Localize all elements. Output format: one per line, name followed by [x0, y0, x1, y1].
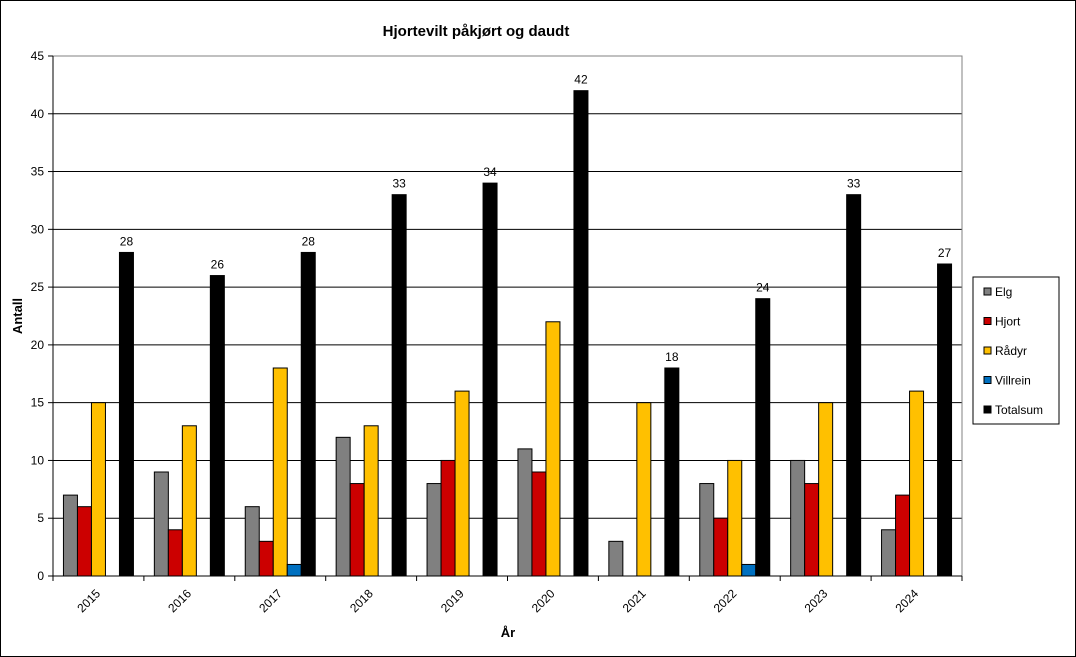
bar-totalsum-2015: [118, 251, 134, 577]
bars: [62, 90, 953, 577]
legend-label-hjort: Hjort: [995, 315, 1021, 329]
bar-elg-2022: [699, 483, 715, 577]
y-tick-labels: 0 5 10 15 20 25 30 35 40 45: [31, 49, 45, 583]
bar-hjort-2019: [440, 459, 456, 577]
data-labels: 28 26 28 33 34 42 18 24 33 27: [120, 73, 952, 364]
bar-totalsum-2018: [391, 194, 407, 577]
legend-swatch-hjort: [983, 317, 992, 325]
bar-hjort-2015: [76, 506, 92, 577]
data-label-2017: 28: [302, 234, 316, 248]
bar-totalsum-2021: [664, 367, 680, 577]
y-tick-label: 10: [31, 453, 45, 467]
y-tick-label: 5: [37, 511, 44, 525]
x-tick-label: 2019: [438, 586, 467, 615]
x-tick-label: 2023: [802, 586, 831, 615]
bar-hjort-2020: [531, 471, 547, 577]
x-tick-label: 2022: [711, 586, 740, 615]
legend-swatch-totalsum: [983, 405, 992, 414]
bar-rådyr-2022: [727, 459, 743, 577]
bar-rådyr-2023: [818, 402, 834, 577]
x-tick-label: 2018: [347, 586, 376, 615]
bar-hjort-2022: [713, 517, 729, 577]
bar-rådyr-2016: [181, 425, 197, 577]
y-tick-label: 15: [31, 396, 45, 410]
bar-totalsum-2023: [846, 194, 862, 577]
legend-label-rådyr: Rådyr: [995, 344, 1027, 358]
data-label-2024: 27: [938, 246, 952, 260]
bar-elg-2024: [881, 529, 897, 577]
bar-rådyr-2018: [363, 425, 379, 577]
legend-swatch-rådyr: [983, 346, 992, 355]
x-tick-label: 2020: [529, 586, 558, 615]
bar-villrein-2022: [741, 563, 757, 577]
bar-totalsum-2020: [573, 90, 589, 577]
x-tick-label: 2016: [165, 586, 194, 615]
bar-hjort-2024: [895, 494, 911, 577]
chart-title: Hjortevilt påkjørt og daudt: [383, 23, 570, 40]
legend: Elg Hjort Rådyr Villrein Totalsum: [972, 276, 1060, 425]
bar-totalsum-2022: [755, 298, 771, 577]
x-tick-label: 2017: [256, 586, 285, 615]
x-tick-label: 2015: [74, 586, 103, 615]
axes: [48, 55, 963, 581]
bar-elg-2016: [153, 471, 169, 577]
data-label-2019: 34: [483, 165, 497, 179]
x-tick-label: 2021: [620, 586, 649, 615]
bar-hjort-2023: [804, 483, 820, 577]
bar-elg-2019: [426, 483, 442, 577]
x-tick-labels: 2015 2016 2017 2018 2019 2020 2021 2022 2023 2024: [74, 586, 921, 615]
data-label-2022: 24: [756, 281, 770, 295]
data-label-2015: 28: [120, 234, 134, 248]
bar-elg-2023: [790, 459, 806, 577]
legend-label-elg: Elg: [995, 285, 1012, 299]
bar-elg-2015: [62, 494, 78, 577]
legend-swatch-elg: [983, 287, 992, 296]
bar-elg-2021: [608, 540, 624, 577]
bar-rådyr-2020: [545, 321, 561, 577]
y-tick-label: 30: [31, 222, 45, 236]
legend-swatch-villrein: [983, 376, 992, 384]
bar-totalsum-2019: [482, 182, 498, 577]
data-label-2023: 33: [847, 177, 861, 191]
bar-rådyr-2019: [454, 390, 470, 577]
bar-hjort-2017: [258, 540, 274, 577]
y-tick-label: 45: [31, 49, 45, 63]
x-tick-label: 2024: [892, 586, 921, 615]
y-tick-label: 35: [31, 165, 45, 179]
bar-elg-2020: [517, 448, 533, 577]
bar-hjort-2018: [349, 483, 365, 577]
bar-rådyr-2017: [272, 367, 288, 577]
y-tick-label: 20: [31, 338, 45, 352]
data-label-2018: 33: [392, 177, 406, 191]
bar-elg-2017: [244, 506, 260, 577]
bar-rådyr-2015: [90, 402, 106, 577]
bar-elg-2018: [335, 436, 351, 577]
bar-totalsum-2017: [300, 251, 316, 577]
bar-totalsum-2016: [209, 275, 225, 577]
y-tick-label: 25: [31, 280, 45, 294]
bar-rådyr-2024: [909, 390, 925, 577]
bar-villrein-2017: [286, 563, 302, 577]
bar-totalsum-2024: [937, 263, 953, 577]
y-axis-label: Antall: [10, 298, 25, 334]
legend-label-totalsum: Totalsum: [995, 403, 1043, 417]
bar-rådyr-2021: [636, 402, 652, 577]
legend-label-villrein: Villrein: [995, 374, 1031, 388]
data-label-2020: 42: [574, 73, 588, 87]
data-label-2021: 18: [665, 350, 679, 364]
x-axis-label: År: [501, 625, 515, 640]
y-tick-label: 0: [37, 569, 44, 583]
bar-hjort-2016: [167, 529, 183, 577]
data-label-2016: 26: [211, 258, 225, 272]
y-tick-label: 40: [31, 107, 45, 121]
